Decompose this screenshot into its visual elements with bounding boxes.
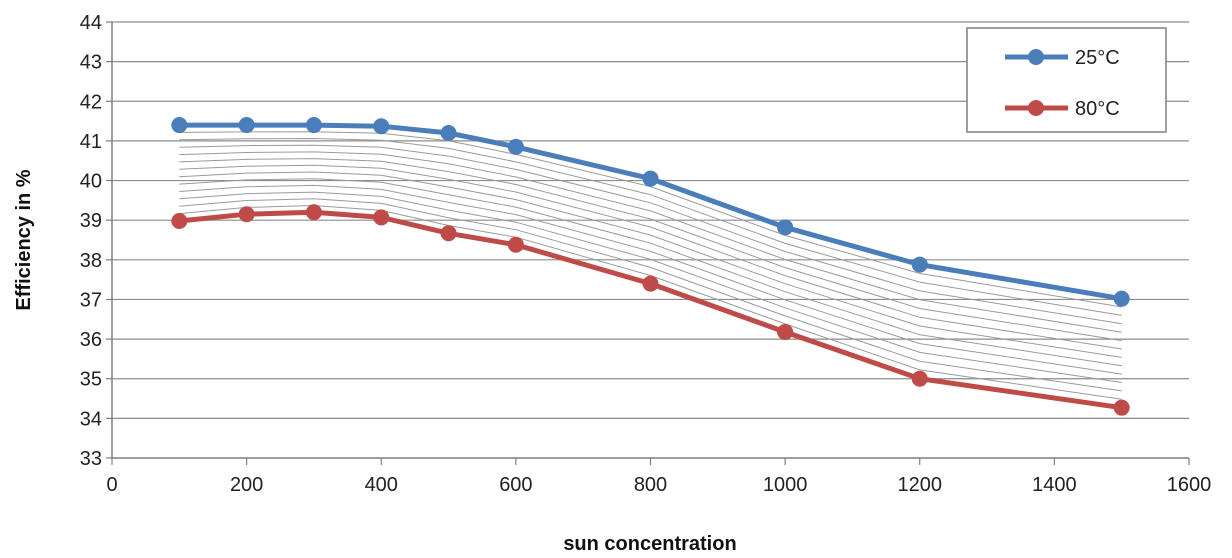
series-line-1 [179,209,1123,411]
interpolation-line-7 [179,171,1122,358]
y-axis-title: Efficiency in % [13,169,35,310]
legend-box [966,27,1167,133]
series-0-point-100 [171,117,188,134]
series-1-point-400 [373,209,390,226]
series-1-point-1200 [911,370,928,387]
y-tick-label-42: 42 [80,91,102,113]
legend-label-25c: 25°C [1075,47,1120,69]
y-tick-label-34: 34 [80,408,102,430]
series-0-point-1200 [911,256,928,273]
x-tick-label-400: 400 [365,474,398,496]
y-tick-label-44: 44 [80,12,102,34]
x-tick-label-1600: 1600 [1167,474,1212,496]
y-tick-label-36: 36 [80,329,102,351]
x-tick-label-200: 200 [230,474,263,496]
series-1-point-100 [171,212,188,229]
series-0-point-200 [238,117,255,134]
series [171,117,1130,416]
y-tick-label-41: 41 [80,131,102,153]
y-tick-label-37: 37 [80,289,102,311]
legend-label-80c: 80°C [1075,98,1120,120]
series-1-point-300 [305,204,322,221]
series-0-point-300 [305,117,322,134]
series-1-point-200 [238,206,255,223]
x-axis-title: sun concentration [563,533,736,555]
interpolation-line-5 [179,158,1122,342]
y-tick-label-39: 39 [80,210,102,232]
series-0-point-1000 [777,219,794,236]
legend-marker-80c [1028,100,1044,116]
x-tick-label-0: 0 [106,474,117,496]
series-1-point-800 [642,275,659,292]
series-0-point-1500 [1113,290,1130,307]
interpolation-line-3 [179,144,1122,325]
series-1-point-600 [507,236,524,253]
y-tick-label-33: 33 [80,448,102,470]
interpolation-line-10 [179,191,1122,383]
x-tick-label-800: 800 [634,474,667,496]
interpolation-line-2 [179,137,1122,316]
legend: 25°C 80°C [966,27,1167,133]
interpolation-line-12 [179,204,1122,400]
series-0-point-800 [642,170,659,187]
legend-marker-25c [1028,49,1044,65]
interpolation-line-8 [179,178,1122,367]
interpolation-line-11 [179,198,1122,392]
y-tick-label-35: 35 [80,369,102,391]
x-tick-label-1200: 1200 [898,474,943,496]
y-tick-label-38: 38 [80,250,102,272]
interpolation-line-4 [179,151,1122,333]
series-1-point-1500 [1113,399,1130,416]
tick-labels: 33 34 35 36 37 38 39 40 41 42 43 44 0 200 400 600 800 100… [80,12,1212,496]
series-1-point-1000 [777,323,794,340]
series-line-0 [179,122,1123,302]
axes [106,21,1190,465]
x-tick-label-600: 600 [499,474,532,496]
interpolation-line-6 [179,164,1122,350]
x-tick-label-1400: 1400 [1032,474,1077,496]
interpolation-line-9 [179,184,1122,375]
series-0-point-600 [507,138,524,155]
interpolation-line-1 [179,131,1122,308]
series-0-point-400 [373,118,390,135]
interpolation-lines [179,131,1122,400]
series-1-point-500 [440,225,457,242]
y-tick-label-43: 43 [80,52,102,74]
x-tick-label-1000: 1000 [763,474,808,496]
y-tick-label-40: 40 [80,171,102,193]
series-0-point-500 [440,124,457,141]
